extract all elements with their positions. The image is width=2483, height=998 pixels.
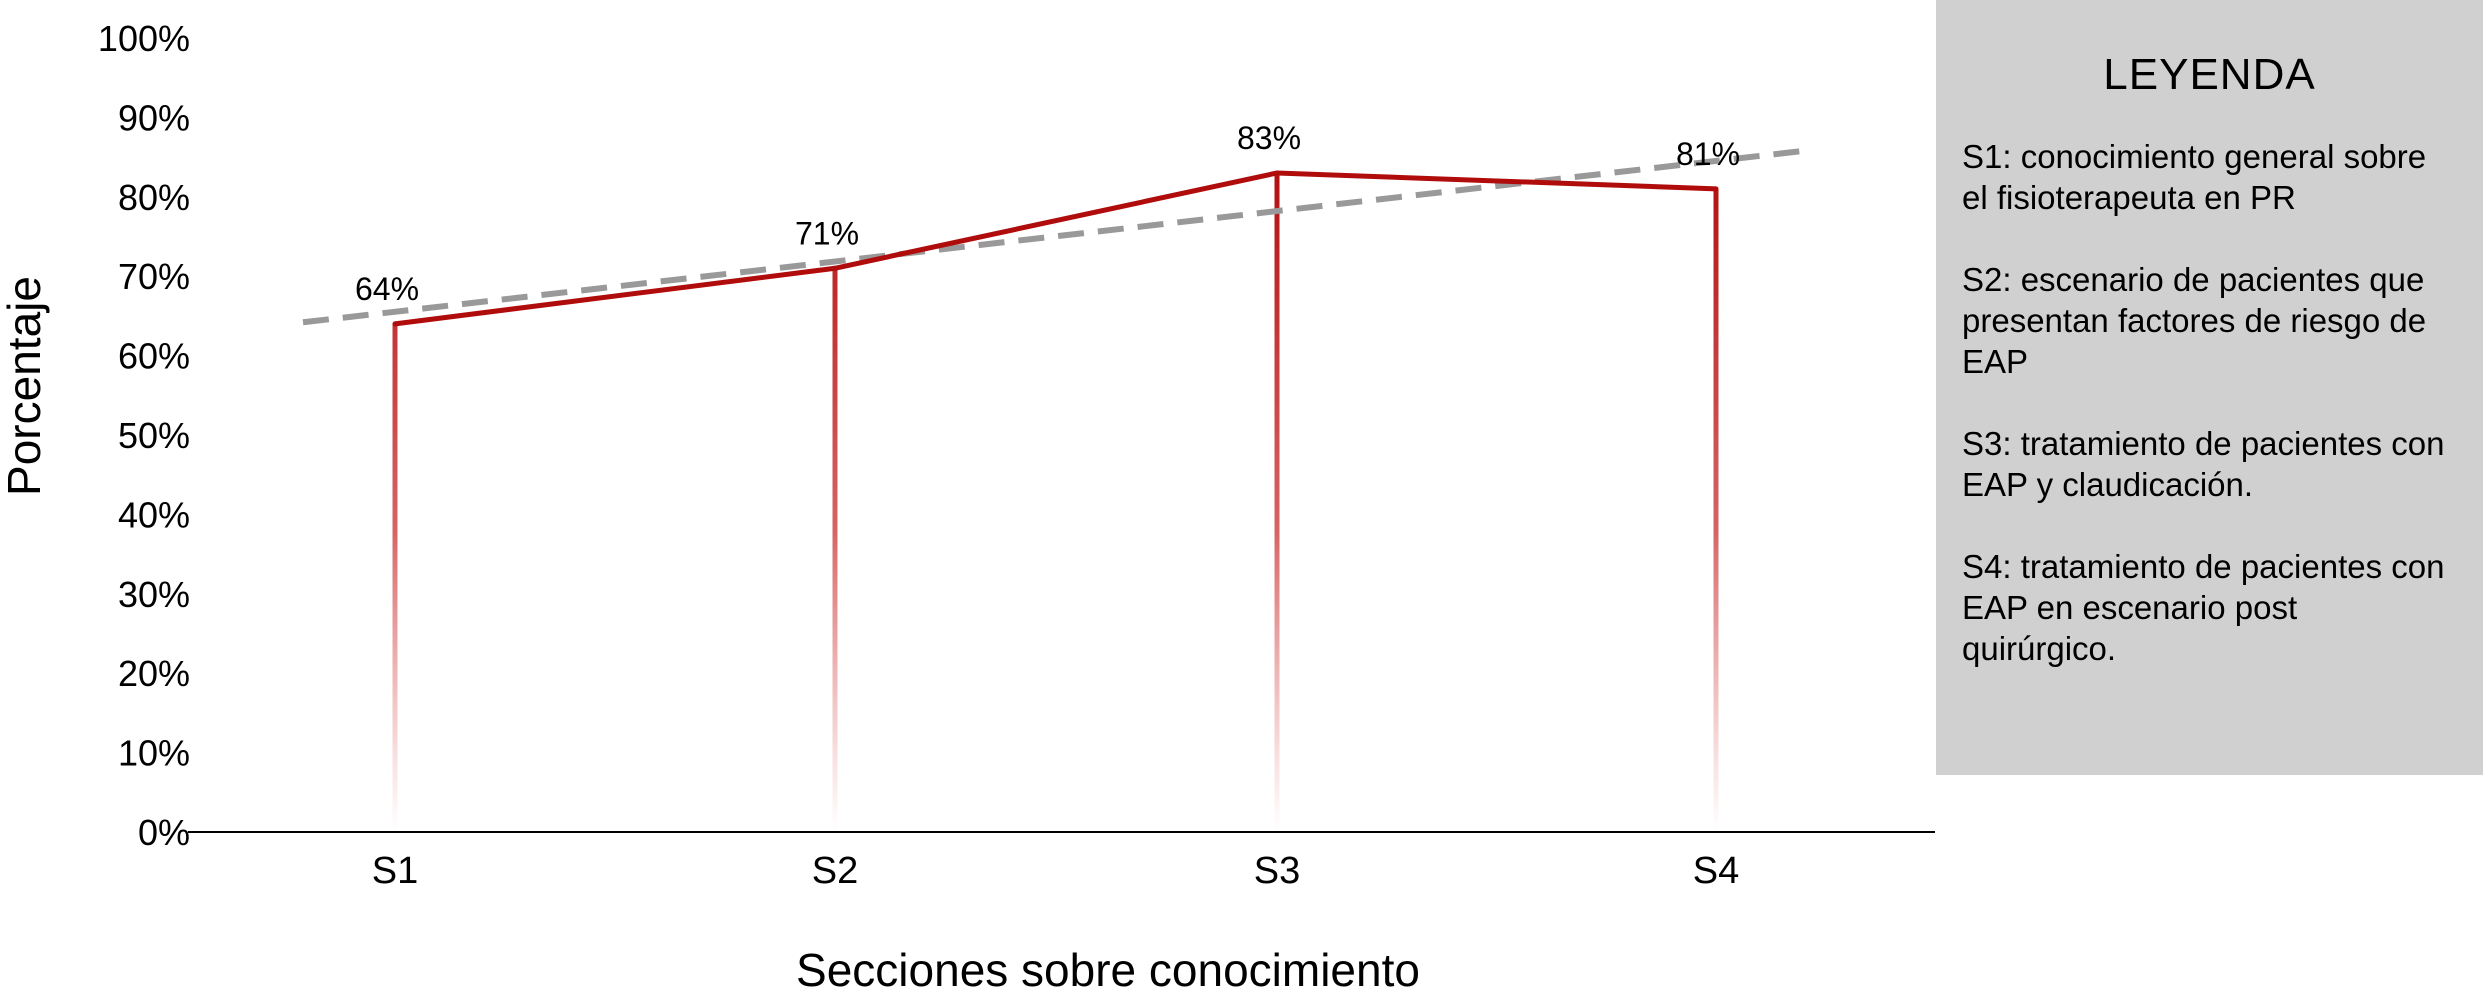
y-tick-label: 0% [138, 812, 190, 853]
y-tick-label: 30% [118, 574, 190, 615]
line-chart: 0% 10% 20% 30% 40% 50% 60% 70% 80% 90% 100% 64% 71%… [0, 18, 1935, 996]
legend-item-s3: S3: tratamiento de pacientes con EAP y c… [1962, 425, 2445, 503]
x-tick-label: S3 [1254, 850, 1300, 892]
data-point [392, 321, 398, 327]
y-tick-label: 90% [118, 97, 190, 138]
legend-item-s2: S2: escenario de pacientes que presentan… [1962, 261, 2427, 380]
y-tick-label: 40% [118, 494, 190, 535]
y-tick-label: 60% [118, 336, 190, 377]
drop-line [392, 323, 398, 832]
data-point [1713, 186, 1719, 192]
data-label: 83% [1237, 120, 1301, 156]
x-tick-label: S1 [372, 850, 418, 892]
data-label: 81% [1676, 136, 1740, 172]
legend-title: LEYENDA [2103, 50, 2316, 99]
y-tick-label: 10% [118, 733, 190, 774]
drop-line [1713, 188, 1719, 833]
legend-item-s1: S1: conocimiento general sobre el fisiot… [1962, 138, 2427, 216]
y-axis-title: Porcentaje [0, 276, 50, 496]
x-tick-label: S2 [812, 850, 858, 892]
data-point [1274, 170, 1280, 176]
y-tick-label: 50% [118, 415, 190, 456]
y-tick-label: 80% [118, 177, 190, 218]
y-tick-label: 100% [98, 18, 190, 59]
x-axis-title: Secciones sobre conocimiento [796, 944, 1420, 996]
data-label: 71% [795, 215, 859, 251]
drop-line [832, 268, 838, 832]
y-tick-label: 20% [118, 653, 190, 694]
legend-item-s4: S4: tratamiento de pacientes con EAP en … [1962, 548, 2445, 667]
series-line [394, 170, 1717, 327]
x-tick-label: S4 [1693, 850, 1739, 892]
y-tick-label: 70% [118, 256, 190, 297]
drop-line [1274, 172, 1280, 833]
legend-panel: LEYENDA S1: conocimiento general sobre e… [1936, 0, 2483, 775]
trendline [302, 147, 1806, 326]
data-point [832, 265, 838, 271]
data-label: 64% [355, 271, 419, 307]
